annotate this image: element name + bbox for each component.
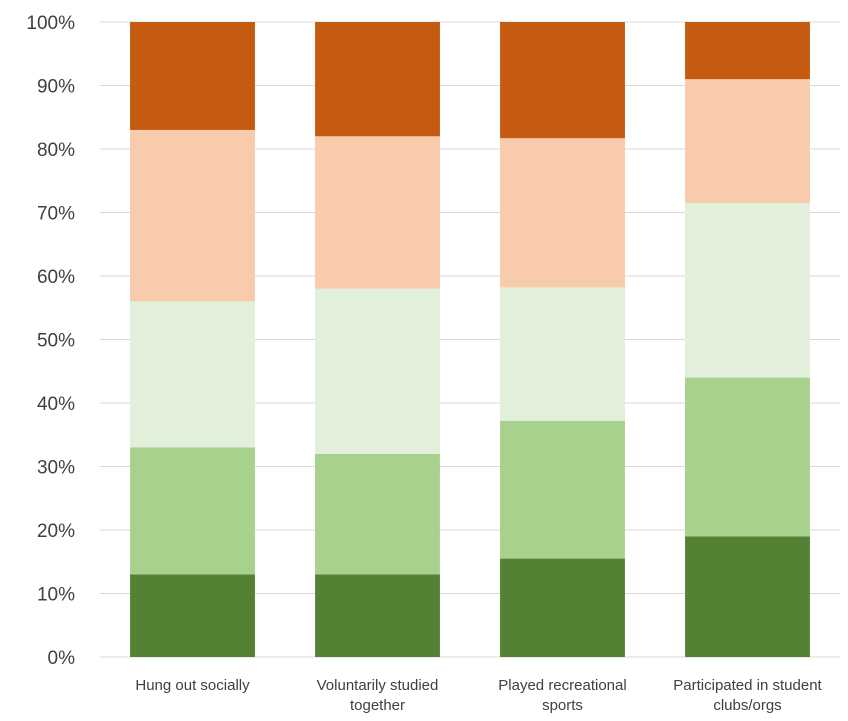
x-tick-label: Voluntarily studied together xyxy=(317,677,439,714)
x-tick-label: Played recreational sports xyxy=(498,677,626,714)
bar-segment xyxy=(685,79,810,203)
bar-segment xyxy=(500,558,625,657)
x-tick-label: Participated in student clubs/orgs xyxy=(673,677,822,714)
x-tick-label-line: clubs/orgs xyxy=(713,697,781,714)
bar-segment xyxy=(315,22,440,137)
x-tick-label-line: together xyxy=(350,697,405,714)
bar-segment xyxy=(500,22,625,139)
y-tick-label: 70% xyxy=(37,204,75,225)
bar-segment xyxy=(685,202,810,378)
y-tick-label: 0% xyxy=(48,648,76,669)
x-tick-label-line: Hung out socially xyxy=(135,677,250,694)
axis-labels: 0% 10% 20% 30% 40% 50% 60% 70% 80% 90% 100% Hung ou… xyxy=(26,13,822,714)
bars xyxy=(130,22,810,657)
bar-segment xyxy=(315,288,440,454)
y-tick-label: 80% xyxy=(37,140,75,161)
y-tick-label: 30% xyxy=(37,458,75,479)
bar-segment xyxy=(500,138,625,288)
bar-segment xyxy=(130,129,255,302)
bar-segment xyxy=(130,301,255,448)
y-tick-label: 100% xyxy=(26,13,75,34)
y-tick-label: 20% xyxy=(37,521,75,542)
bar-segment xyxy=(130,447,255,575)
bar-segment xyxy=(315,574,440,657)
y-tick-label: 10% xyxy=(37,585,75,606)
y-tick-label: 50% xyxy=(37,331,75,352)
x-tick-label-line: sports xyxy=(542,697,583,714)
x-tick-label-line: Participated in student xyxy=(673,677,822,694)
bar-segment xyxy=(130,574,255,657)
bar-segment xyxy=(315,453,440,575)
bar-segment xyxy=(130,22,255,130)
y-tick-label: 90% xyxy=(37,77,75,98)
x-tick-label: Hung out socially xyxy=(135,677,250,694)
bar-segment xyxy=(315,136,440,289)
bar-segment xyxy=(685,377,810,537)
x-tick-label-line: Played recreational xyxy=(498,677,626,694)
x-tick-label-line: Voluntarily studied xyxy=(317,677,439,694)
bar-segment xyxy=(500,287,625,421)
bar-segment xyxy=(685,536,810,657)
bar-segment xyxy=(685,22,810,80)
y-tick-label: 60% xyxy=(37,267,75,288)
bar-segment xyxy=(500,420,625,559)
y-tick-label: 40% xyxy=(37,394,75,415)
